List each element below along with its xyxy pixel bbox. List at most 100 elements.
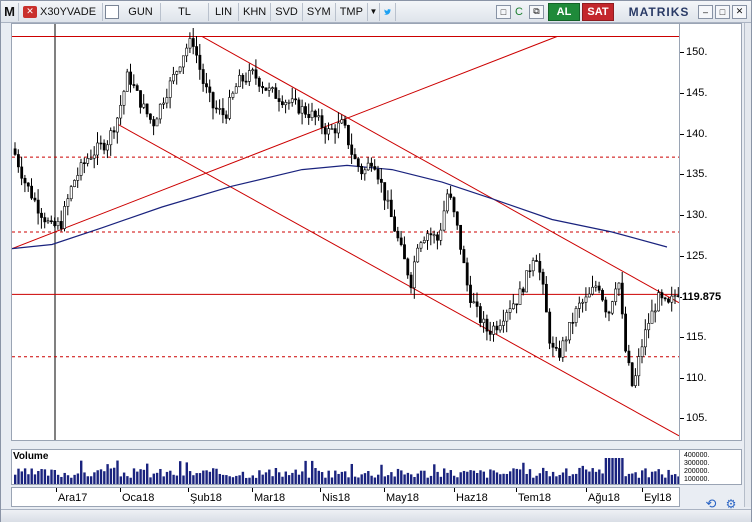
price-tick xyxy=(680,256,684,257)
volume-bar xyxy=(172,474,175,484)
time-label: Tem18 xyxy=(518,492,552,504)
compare-box[interactable] xyxy=(105,4,119,19)
volume-bar xyxy=(139,469,142,484)
currency-button[interactable]: TL xyxy=(161,2,209,21)
candle-body xyxy=(422,240,426,243)
volume-bar xyxy=(433,464,436,484)
volume-bar xyxy=(268,469,271,484)
vertical-scrollbar[interactable] xyxy=(744,23,751,507)
candle-body xyxy=(254,69,258,79)
volume-bar xyxy=(525,473,528,484)
volume-bar xyxy=(80,460,83,484)
volume-bar xyxy=(208,471,212,484)
window-box-icon[interactable]: □ xyxy=(496,4,511,19)
candle-body xyxy=(290,98,294,103)
time-tick xyxy=(516,488,517,492)
volume-bar xyxy=(119,476,122,484)
volume-bar xyxy=(340,471,344,484)
minimize-icon[interactable]: – xyxy=(698,4,713,19)
candle-body xyxy=(482,318,486,323)
volume-bar xyxy=(215,468,218,484)
candle-body xyxy=(333,128,337,134)
price-tick xyxy=(680,93,684,94)
candle-body xyxy=(86,158,90,164)
matriks-logo: MATRIKS xyxy=(628,4,690,19)
period-button[interactable]: GUN xyxy=(121,2,161,21)
volume-bar xyxy=(396,468,400,484)
candle-body xyxy=(152,119,156,127)
volume-bar xyxy=(459,472,462,484)
scale-button[interactable]: LIN xyxy=(209,2,239,21)
candle-body xyxy=(224,114,228,119)
volume-bar xyxy=(469,470,472,484)
price-tick xyxy=(680,174,684,175)
khn-button[interactable]: KHN xyxy=(239,2,272,21)
c-icon[interactable]: C xyxy=(515,5,523,18)
buy-button[interactable]: AL xyxy=(548,2,580,21)
candle-body xyxy=(53,220,57,227)
volume-bar xyxy=(202,470,205,484)
candle-body xyxy=(620,282,624,315)
candle-body xyxy=(406,258,410,276)
volume-bar xyxy=(429,475,433,484)
sym-button[interactable]: SYM xyxy=(303,2,336,21)
refresh-icon[interactable]: ⟲ xyxy=(705,496,717,511)
volume-chart[interactable] xyxy=(11,449,680,485)
price-axis[interactable]: 150. 145. 140. 135. 130. 125. 119.875 11… xyxy=(680,23,742,441)
svd-button[interactable]: SVD xyxy=(271,2,303,21)
volume-bar xyxy=(634,472,637,484)
settings-icon[interactable]: ⚙ xyxy=(725,497,737,511)
symbol-selector[interactable]: ✕ X30YVADE xyxy=(19,2,103,21)
volume-tick-label: 400000. xyxy=(684,452,710,459)
candle-body xyxy=(383,182,387,201)
candle-body xyxy=(287,101,291,104)
time-axis[interactable]: Ara17 Oca18 Şub18 Mar18 Nis18 May18 Haz1… xyxy=(11,487,680,507)
price-tick xyxy=(680,337,684,338)
candle-body xyxy=(528,270,532,273)
candle-body xyxy=(614,288,618,302)
volume-bar xyxy=(155,472,159,484)
twitter-icon[interactable] xyxy=(380,2,396,21)
copy-icon[interactable]: ⧉ xyxy=(529,4,544,19)
volume-bar xyxy=(489,469,492,484)
volume-bar xyxy=(192,475,195,484)
candle-body xyxy=(525,270,529,293)
volume-bar xyxy=(27,474,30,484)
volume-bar xyxy=(37,471,40,484)
volume-bar xyxy=(330,477,334,484)
candle-body xyxy=(584,296,588,303)
candle-body xyxy=(475,301,479,307)
menu-button[interactable]: M xyxy=(1,2,19,21)
maximize-icon[interactable]: □ xyxy=(715,4,730,19)
candle-body xyxy=(604,299,608,313)
chevron-down-icon[interactable]: ▼ xyxy=(368,2,380,21)
candle-body xyxy=(323,127,327,135)
price-tick-label: 140. xyxy=(686,128,708,140)
candle-body xyxy=(327,128,331,135)
volume-bar xyxy=(103,471,106,484)
candle-body xyxy=(155,118,159,127)
candle-body xyxy=(538,261,542,273)
candle-body xyxy=(485,318,489,332)
close-icon[interactable]: ✕ xyxy=(732,4,747,19)
price-chart[interactable] xyxy=(11,23,680,441)
volume-bar xyxy=(571,474,575,484)
volume-bar xyxy=(182,475,185,484)
volume-bar xyxy=(344,471,347,484)
candle-body xyxy=(376,169,380,180)
candle-body xyxy=(241,75,245,82)
tmp-button[interactable]: TMP xyxy=(336,2,368,21)
candle-body xyxy=(571,322,575,324)
candle-body xyxy=(363,169,367,175)
sell-button[interactable]: SAT xyxy=(582,2,614,21)
time-tick xyxy=(252,488,253,492)
candle-body xyxy=(56,221,60,227)
candle-body xyxy=(43,217,47,223)
volume-bar xyxy=(205,470,208,484)
volume-bar xyxy=(670,474,674,484)
candle-body xyxy=(218,108,222,110)
volume-bar xyxy=(641,470,644,484)
price-tick-label: 125. xyxy=(686,250,708,262)
volume-bar xyxy=(419,470,423,484)
